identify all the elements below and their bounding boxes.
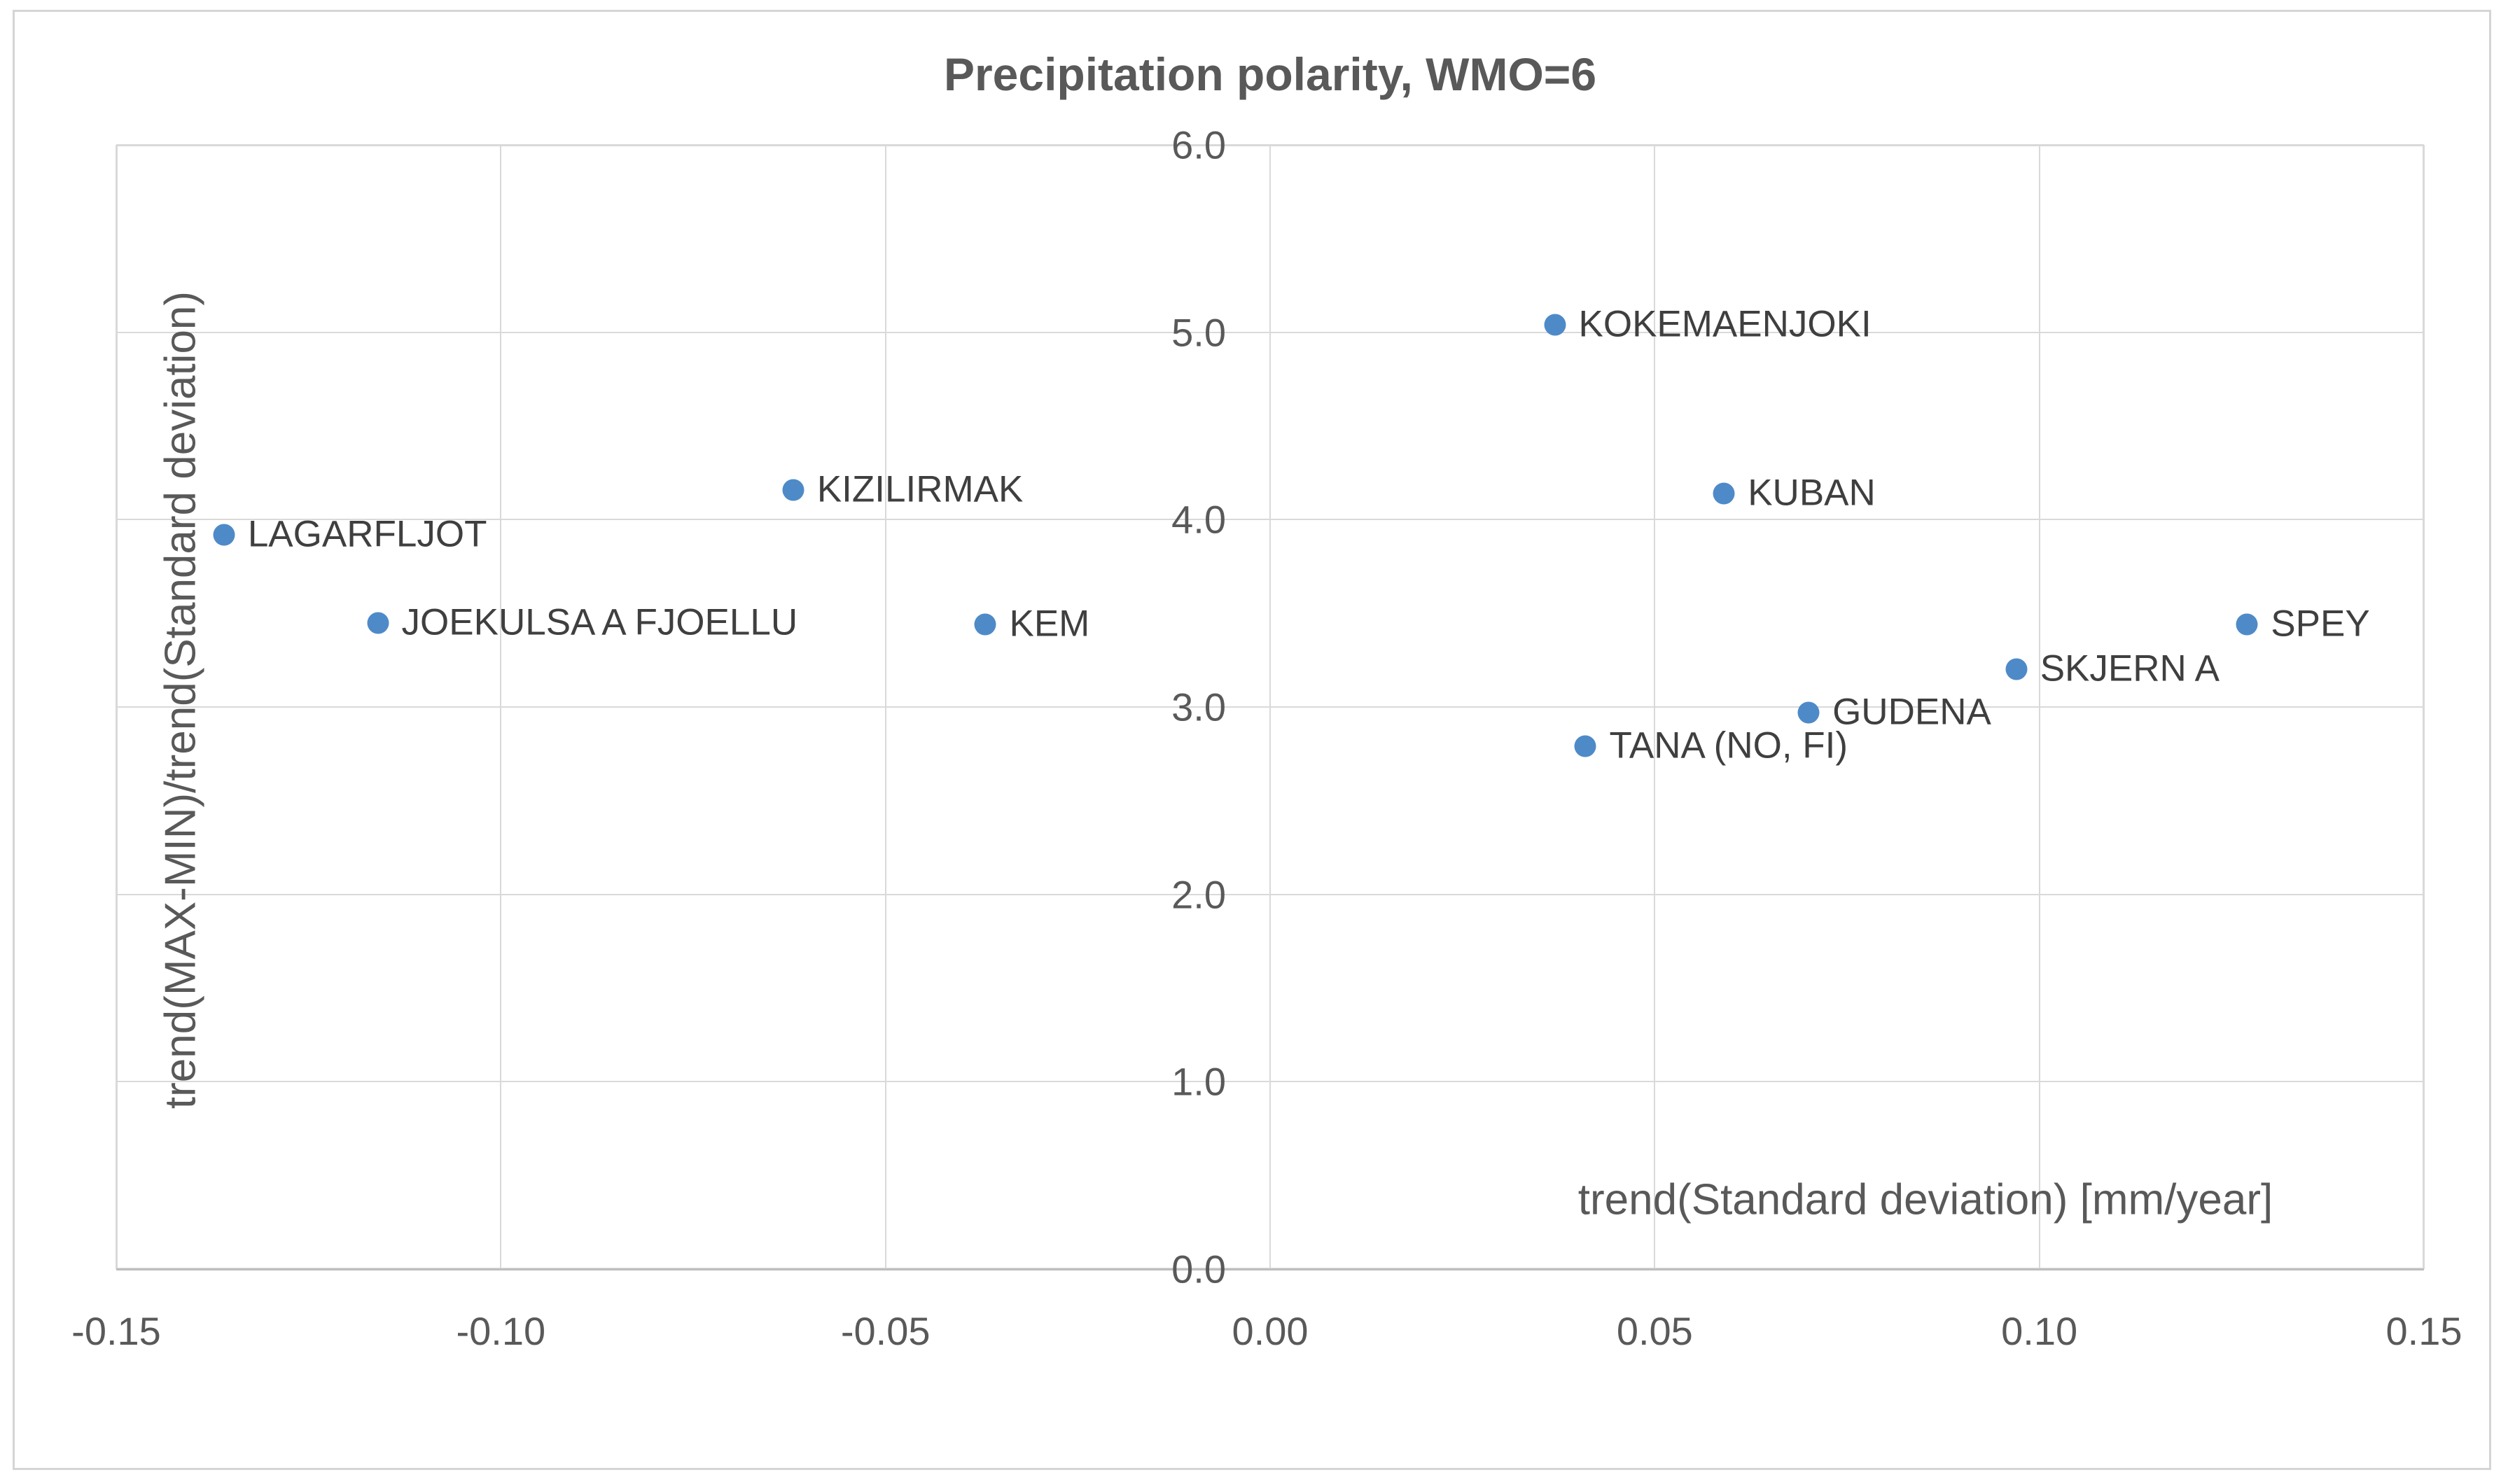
data-point-label: KEM bbox=[1009, 603, 1090, 645]
y-gridline bbox=[116, 893, 2424, 895]
data-point-label: SPEY bbox=[2271, 603, 2370, 645]
x-tick-label: 0.00 bbox=[1232, 1309, 1309, 1353]
x-tick-label: -0.10 bbox=[456, 1309, 546, 1353]
y-axis-title: trend(MAX-MIN)/trend(Standard deviation) bbox=[156, 290, 205, 1110]
data-point-marker bbox=[367, 612, 389, 634]
y-tick-label: 3.0 bbox=[1171, 685, 1226, 729]
x-tick-label: 0.15 bbox=[2385, 1309, 2462, 1353]
data-point-marker bbox=[2005, 658, 2028, 680]
x-tick-label: 0.05 bbox=[1616, 1309, 1693, 1353]
x-tick-label: -0.05 bbox=[840, 1309, 931, 1353]
x-tick-label: -0.15 bbox=[71, 1309, 161, 1353]
x-gridline bbox=[2423, 145, 2425, 1269]
y-tick-label: 1.0 bbox=[1171, 1059, 1226, 1104]
data-point-marker bbox=[974, 613, 996, 636]
data-point-label: TANA (NO, FI) bbox=[1609, 724, 1848, 766]
data-point-marker bbox=[2236, 613, 2258, 636]
y-tick-label: 6.0 bbox=[1171, 122, 1226, 167]
y-tick-label: 4.0 bbox=[1171, 497, 1226, 542]
chart-title: Precipitation polarity, WMO=6 bbox=[943, 48, 1597, 100]
y-gridline bbox=[116, 144, 2424, 146]
data-point-marker bbox=[1713, 482, 1735, 505]
data-point-label: KIZILIRMAK bbox=[816, 468, 1024, 510]
data-point-label: SKJERN A bbox=[2040, 648, 2220, 690]
x-tick-label: 0.10 bbox=[2001, 1309, 2078, 1353]
x-axis-title: trend(Standard deviation) [mm/year] bbox=[1577, 1175, 2273, 1224]
data-point-label: JOEKULSA A FJOELLU bbox=[401, 601, 798, 643]
y-tick-label: 5.0 bbox=[1171, 310, 1226, 355]
y-tick-label: 0.0 bbox=[1171, 1247, 1226, 1292]
data-point-marker bbox=[782, 479, 804, 500]
data-point-label: KOKEMAENJOKI bbox=[1578, 303, 1872, 345]
data-point-marker bbox=[1574, 735, 1596, 757]
data-point-marker bbox=[1797, 701, 1820, 724]
data-point-label: KUBAN bbox=[1748, 472, 1876, 514]
y-gridline bbox=[116, 331, 2424, 333]
y-gridline bbox=[116, 1081, 2424, 1083]
y-tick-label: 2.0 bbox=[1171, 872, 1226, 917]
x-axis-line bbox=[116, 1268, 2424, 1270]
y-gridline bbox=[116, 706, 2424, 708]
data-point-label: LAGARFLJOT bbox=[247, 513, 487, 555]
data-point-label: GUDENA bbox=[1832, 691, 1991, 733]
data-point-marker bbox=[213, 524, 235, 546]
y-gridline bbox=[116, 519, 2424, 521]
data-point-marker bbox=[1544, 314, 1566, 336]
